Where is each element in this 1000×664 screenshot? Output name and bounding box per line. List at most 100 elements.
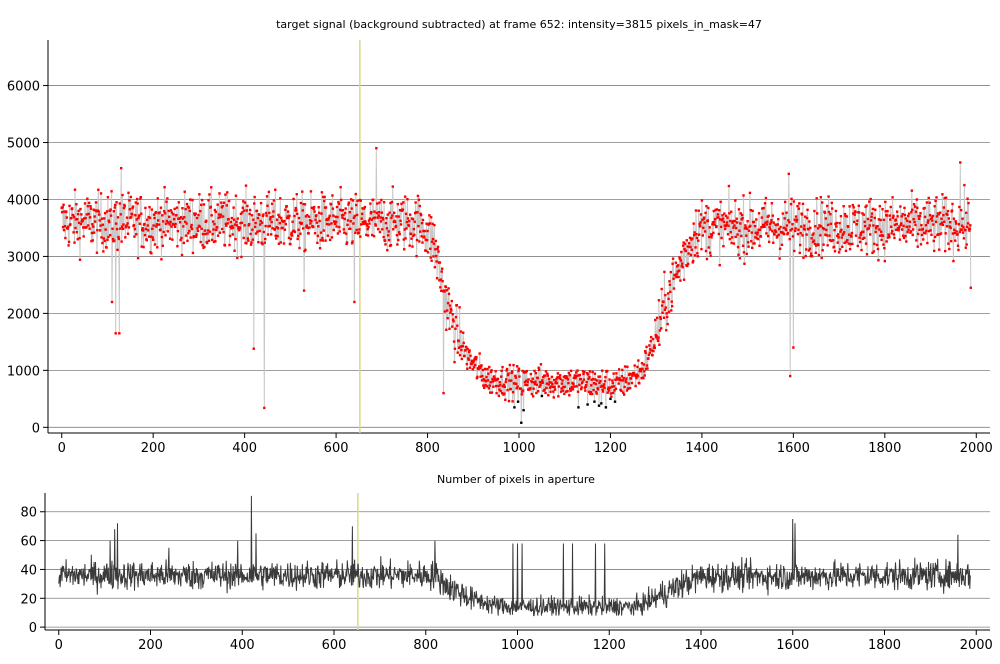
signal-point [686,262,690,266]
signal-point [167,215,171,219]
signal-point [89,207,93,210]
signal-point [220,201,223,204]
signal-point [149,235,153,238]
signal-point [315,214,318,217]
signal-point [825,228,828,232]
signal-point [108,233,112,237]
signal-point [403,248,406,251]
signal-point [851,242,854,246]
signal-point [888,235,891,239]
signal-point [741,244,745,248]
signal-point [837,251,841,254]
signal-point [187,206,191,209]
signal-point [242,200,245,203]
signal-point [966,222,970,225]
signal-point [86,204,89,208]
signal-point [663,308,667,311]
signal-point [684,249,688,252]
signal-point [243,201,247,204]
signal-point [612,372,615,375]
signal-point [928,214,932,217]
signal-point [581,370,585,373]
signal-point [860,248,863,252]
signal-point [820,225,823,228]
signal-point [204,232,207,236]
signal-point [744,226,748,229]
signal-point [191,251,195,255]
signal-point [151,236,154,239]
signal-point [515,382,518,386]
signal-point [389,201,392,205]
signal-point [850,231,854,235]
pixel-count-xtick-label: 600 [322,638,347,653]
signal-point [281,226,284,230]
signal-point [305,224,309,227]
signal-point [730,241,733,245]
signal-point [793,229,797,233]
signal-point [138,214,141,217]
signal-point [121,193,124,197]
signal-point [554,380,558,383]
signal-point [313,232,317,235]
signal-point [788,221,791,224]
signal-point [265,195,269,198]
signal-point [950,209,954,212]
signal-point [464,349,467,352]
signal-point [182,225,185,228]
signal-point [157,219,160,222]
signal-point [750,239,753,243]
signal-point [199,209,202,213]
signal-point [101,223,105,226]
signal-point [939,232,943,235]
signal-point [216,234,220,237]
signal-point [743,262,746,265]
signal-point [534,380,537,383]
signal-point [819,196,823,199]
signal-point [360,223,363,226]
signal-point [169,220,172,224]
signal-point [460,348,463,352]
signal-point [506,388,509,392]
signal-point [601,369,604,372]
signal-point [587,390,591,394]
signal-point [900,222,903,225]
signal-point [382,235,385,239]
signal-point [468,349,471,352]
signal-point [317,225,320,228]
signal-point [911,233,914,237]
signal-point [131,205,135,208]
signal-point [554,381,557,385]
signal-point [526,380,529,384]
signal-point [826,244,829,247]
signal-point [234,194,238,197]
signal-point [75,230,79,234]
signal-point [346,223,349,227]
signal-point [679,259,683,262]
signal-point [610,395,613,398]
signal-point [98,213,101,216]
signal-point [179,216,183,219]
signal-point [937,213,940,216]
signal-point [807,249,811,252]
signal-point [140,212,143,215]
signal-point [421,218,425,222]
signal-point [310,206,314,209]
signal-point [99,224,102,227]
signal-point [249,243,253,246]
signal-point [453,347,457,350]
signal-point [190,223,193,227]
signal-point [521,369,524,373]
signal-point [148,216,152,220]
signal-point [553,388,557,391]
signal-point [835,225,838,228]
signal-point [126,222,129,225]
pixel-count-xtick-label: 800 [413,638,438,653]
signal-point [276,234,279,238]
signal-point [253,225,257,229]
signal-point [229,220,233,224]
signal-point [272,210,275,213]
signal-point [491,380,495,383]
signal-point [925,229,928,233]
signal-point [71,214,75,217]
